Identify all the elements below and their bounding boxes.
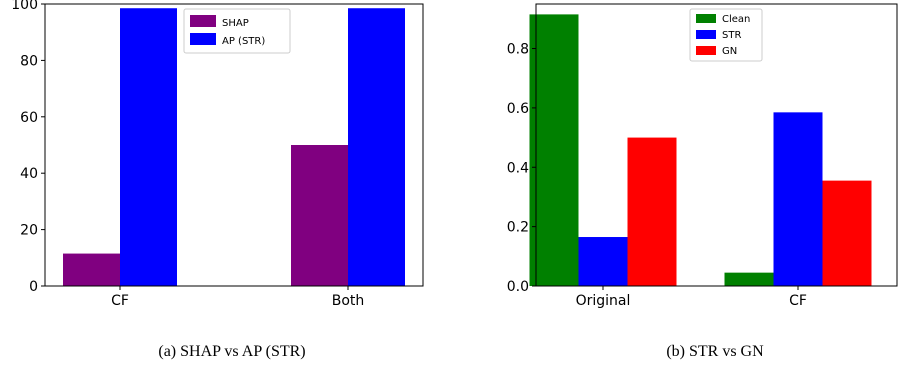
legend: SHAP AP (STR) (183, 8, 291, 54)
y-tick-label: 100 (11, 0, 38, 13)
x-tick-label: Original (576, 293, 631, 309)
bar-str-original (578, 237, 628, 286)
plot-frame (535, 3, 898, 287)
legend-label: GN (722, 46, 737, 57)
bar-str-cf (773, 112, 823, 286)
bar-ap-str--cf (120, 8, 177, 286)
y-tick-label: 0.2 (507, 220, 529, 236)
y-tick-label: 0.8 (507, 42, 529, 58)
y-tick-label: 0 (29, 279, 38, 295)
y-tick-label: 0.4 (507, 160, 529, 176)
bars (529, 14, 872, 287)
bar-gn-original (627, 137, 677, 286)
bar-ap-str--both (348, 8, 405, 286)
legend-label: SHAP (222, 18, 249, 29)
chart-str-vs-gn: 0.0 0.2 0.4 0.6 0.8 Original CF Clean STR GN (b)… (507, 3, 898, 360)
legend-swatch (696, 30, 716, 39)
plot-frame (44, 3, 424, 287)
y-tick-label: 20 (20, 223, 38, 239)
bar-gn-cf (822, 180, 872, 286)
caption: (a) SHAP vs AP (STR) (158, 343, 305, 360)
x-tick-label: Both (332, 293, 365, 309)
legend: Clean STR GN (689, 8, 763, 62)
y-tick-label: 40 (20, 166, 38, 182)
legend-swatch (696, 14, 716, 23)
bars (63, 8, 405, 286)
legend-swatch (190, 15, 216, 27)
x-tick-label: CF (789, 293, 807, 309)
bar-shap-cf (63, 253, 120, 286)
axes: 0 20 40 60 80 100 CF Both (11, 0, 424, 309)
y-tick-label: 0.6 (507, 101, 529, 117)
y-tick-label: 80 (20, 53, 38, 69)
legend-label: AP (STR) (222, 36, 265, 47)
bar-clean-cf (724, 272, 774, 286)
x-tick-label: CF (111, 293, 129, 309)
legend-label: STR (722, 30, 741, 41)
bar-clean-original (529, 14, 579, 287)
chart-shap-vs-ap: 0 20 40 60 80 100 CF Both SHAP AP (STR) (a) SHAP… (11, 0, 424, 360)
axes: 0.0 0.2 0.4 0.6 0.8 Original CF (507, 3, 898, 309)
bar-shap-both (291, 145, 348, 286)
y-tick-label: 60 (20, 110, 38, 126)
y-tick-label: 0.0 (507, 279, 529, 295)
legend-label: Clean (722, 14, 750, 25)
legend-swatch (190, 33, 216, 45)
caption: (b) STR vs GN (666, 343, 764, 360)
legend-swatch (696, 46, 716, 55)
